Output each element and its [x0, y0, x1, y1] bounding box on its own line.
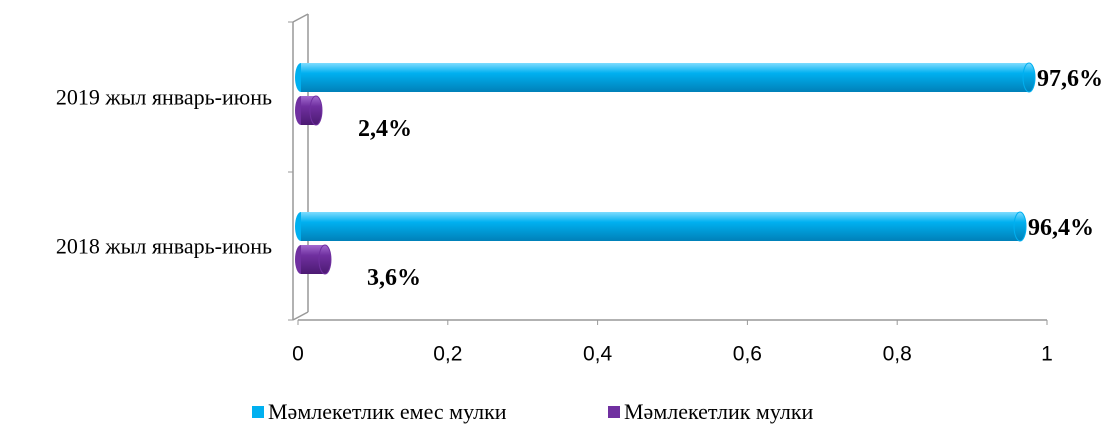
category-label: 2018 жыл январь-июнь — [56, 234, 272, 259]
wall-edge — [292, 13, 309, 23]
data-label: 2,4% — [358, 116, 412, 142]
bar — [301, 245, 325, 274]
bar-end — [318, 244, 332, 275]
x-tick-label: 0,6 — [733, 343, 762, 366]
x-tick-label: 0,2 — [433, 343, 462, 366]
data-label: 97,6% — [1037, 66, 1103, 92]
data-label: 3,6% — [367, 265, 421, 291]
x-tick-label: 0 — [292, 343, 304, 366]
bar — [301, 212, 1021, 241]
legend-label: Мәмлекетлик емес мулки — [268, 399, 507, 424]
bar-end — [1022, 62, 1036, 93]
data-label: 96,4% — [1028, 215, 1094, 241]
x-tick-label: 1 — [1041, 343, 1053, 366]
floor-edge — [292, 311, 309, 321]
legend-swatch — [252, 406, 264, 418]
bar — [301, 63, 1030, 92]
category-label: 2019 жыл январь-июнь — [56, 85, 272, 110]
x-tick-label: 0,8 — [883, 343, 912, 366]
legend-swatch — [608, 406, 620, 418]
legend-label: Мәмлекетлик мулки — [624, 399, 814, 424]
bar-end — [1013, 211, 1027, 242]
bar-end — [309, 95, 323, 126]
x-tick-label: 0,4 — [583, 343, 613, 366]
